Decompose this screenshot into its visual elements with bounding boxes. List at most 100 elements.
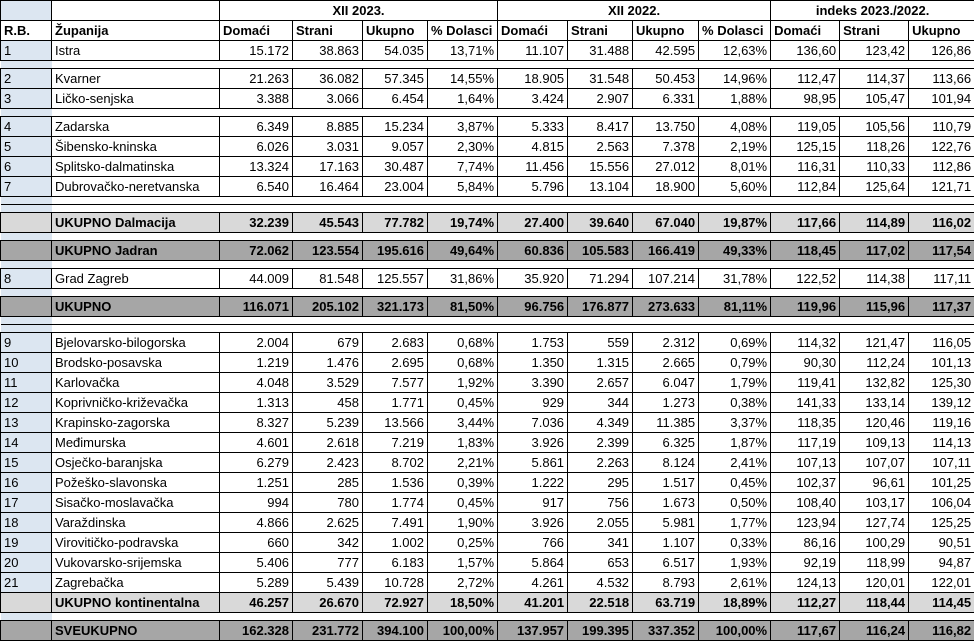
row-value: 126,86 [909, 41, 974, 61]
row-value: 19,87% [699, 213, 771, 233]
row-value: 7.491 [363, 513, 428, 533]
row-rb: 20 [1, 553, 52, 573]
row-value: 8,01% [699, 157, 771, 177]
row-value: 7.378 [633, 137, 699, 157]
row-value: 118,99 [840, 553, 909, 573]
row-value: 60.836 [498, 241, 568, 261]
row-rb: 8 [1, 269, 52, 289]
row-value: 5,60% [699, 177, 771, 197]
spacer-row [1, 197, 974, 205]
spacer-cell [1, 289, 52, 297]
spacer-cell [52, 61, 974, 69]
row-value: 285 [293, 473, 363, 493]
row-value: 2.263 [568, 453, 633, 473]
row-rb: 13 [1, 413, 52, 433]
row-value: 3.388 [220, 89, 293, 109]
row-value: 5.333 [498, 117, 568, 137]
row-value: 3.926 [498, 513, 568, 533]
row-value: 117,11 [909, 269, 974, 289]
row-value: 112,86 [909, 157, 974, 177]
row-value: 114,13 [909, 433, 974, 453]
row-value: 90,30 [771, 353, 840, 373]
row-value: 7.219 [363, 433, 428, 453]
row-value: 105,47 [840, 89, 909, 109]
row-value: 125,64 [840, 177, 909, 197]
spacer-row [1, 61, 974, 69]
row-value: 2.665 [633, 353, 699, 373]
row-value: 4.815 [498, 137, 568, 157]
row-value: 81.548 [293, 269, 363, 289]
row-value: 8.885 [293, 117, 363, 137]
row-value: 2.004 [220, 333, 293, 353]
row-value: 125.557 [363, 269, 428, 289]
row-value: 3,37% [699, 413, 771, 433]
row-value: 780 [293, 493, 363, 513]
row-value: 72.927 [363, 593, 428, 613]
row-value: 123.554 [293, 241, 363, 261]
row-value: 3.390 [498, 373, 568, 393]
row-value: 3.066 [293, 89, 363, 109]
row-value: 122,76 [909, 137, 974, 157]
header-col-2023: Strani [293, 21, 363, 41]
spacer-cell [52, 197, 974, 205]
row-rb: 14 [1, 433, 52, 453]
row-county-name: Bjelovarsko-bilogorska [52, 333, 220, 353]
row-value: 2,61% [699, 573, 771, 593]
row-value: 67.040 [633, 213, 699, 233]
row-value: 31,86% [428, 269, 498, 289]
row-value: 16.464 [293, 177, 363, 197]
row-value: 2.657 [568, 373, 633, 393]
row-rb: 9 [1, 333, 52, 353]
row-value: 1.219 [220, 353, 293, 373]
row-value: 5.796 [498, 177, 568, 197]
spacer-cell [1, 613, 52, 621]
row-value: 116,05 [909, 333, 974, 353]
row-value: 5.289 [220, 573, 293, 593]
row-value: 0,45% [428, 393, 498, 413]
row-value: 6.325 [633, 433, 699, 453]
row-value: 120,46 [840, 413, 909, 433]
row-value: 118,45 [771, 241, 840, 261]
row-value: 231.772 [293, 621, 363, 641]
row-value: 112,24 [840, 353, 909, 373]
spacer-cell [52, 233, 974, 241]
row-value: 6.349 [220, 117, 293, 137]
row-county-name: Međimurska [52, 433, 220, 453]
spacer-cell [52, 261, 974, 269]
row-value: 394.100 [363, 621, 428, 641]
row-county-name: Požeško-slavonska [52, 473, 220, 493]
row-county-name: Krapinsko-zagorska [52, 413, 220, 433]
row-value: 0,39% [428, 473, 498, 493]
header-group-2023: XII 2023. [220, 1, 498, 21]
row-value: 13.104 [568, 177, 633, 197]
row-value: 917 [498, 493, 568, 513]
row-value: 2.423 [293, 453, 363, 473]
spacer-cell [52, 109, 974, 117]
row-value: 11.107 [498, 41, 568, 61]
row-value: 107,13 [771, 453, 840, 473]
row-value: 653 [568, 553, 633, 573]
row-value: 0,68% [428, 333, 498, 353]
row-county-name: UKUPNO Dalmacija [52, 213, 220, 233]
row-value: 273.633 [633, 297, 699, 317]
row-value: 110,79 [909, 117, 974, 137]
row-value: 3.926 [498, 433, 568, 453]
row-value: 102,37 [771, 473, 840, 493]
row-value: 11.456 [498, 157, 568, 177]
row-value: 1.673 [633, 493, 699, 513]
row-value: 5.239 [293, 413, 363, 433]
row-value: 49,33% [699, 241, 771, 261]
row-value: 100,29 [840, 533, 909, 553]
spacer-cell [1, 317, 52, 325]
